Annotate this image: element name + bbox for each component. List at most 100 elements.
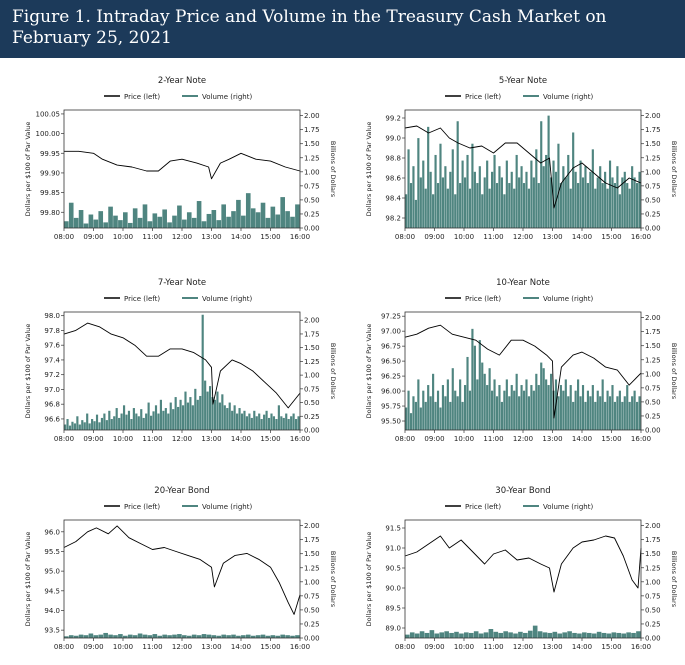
volume-bar: [287, 419, 290, 430]
volume-bar: [211, 210, 217, 228]
x-tick-label: 13:00: [201, 233, 221, 241]
volume-bar: [446, 379, 449, 430]
y2-tick-label: 2.00: [645, 112, 661, 120]
volume-bar: [93, 635, 99, 638]
volume-bar: [601, 379, 604, 430]
volume-bar: [429, 171, 432, 228]
x-tick-label: 15:00: [601, 643, 621, 651]
volume-bar: [567, 631, 572, 638]
volume-bar: [542, 368, 545, 430]
volume-bar: [71, 421, 74, 430]
volume-bar: [206, 213, 212, 228]
volume-bar: [137, 217, 143, 228]
x-tick-label: 09:00: [424, 435, 444, 443]
volume-bar: [88, 423, 91, 430]
volume-bar: [122, 405, 126, 430]
volume-bar: [132, 635, 138, 638]
volume-bar: [444, 631, 449, 638]
y2-tick-label: 1.25: [645, 356, 661, 364]
volume-bar: [530, 385, 533, 430]
volume-bar: [191, 634, 197, 638]
volume-bar: [152, 213, 158, 228]
x-tick-label: 08:00: [395, 233, 415, 241]
volume-bar: [226, 408, 229, 430]
y2-tick-label: 0.00: [645, 225, 661, 233]
y-tick-label: 96.6: [44, 415, 60, 423]
y2-tick-label: 1.00: [304, 578, 320, 586]
volume-bar: [463, 385, 467, 430]
volume-bar: [172, 634, 177, 638]
volume-bar: [557, 396, 560, 430]
x-tick-label: 12:00: [172, 233, 192, 241]
volume-bar: [572, 632, 577, 638]
volume-bar: [495, 396, 499, 430]
volume-bar: [559, 385, 562, 430]
volume-bar: [537, 183, 540, 228]
chart-title: 7-Year Note: [158, 278, 206, 288]
x-tick-label: 10:00: [113, 233, 133, 241]
y-tick-label: 98.2: [385, 215, 401, 223]
y2-tick-label: 1.00: [304, 372, 320, 380]
y-tick-label: 90.0: [385, 585, 401, 593]
x-tick-label: 11:00: [483, 233, 503, 241]
x-tick-label: 10:00: [454, 233, 474, 241]
y2-tick-label: 1.00: [645, 168, 661, 176]
volume-bar: [510, 171, 513, 228]
x-tick-label: 16:00: [631, 435, 651, 443]
volume-bar: [167, 635, 172, 638]
volume-bar: [186, 635, 192, 638]
volume-bar: [201, 634, 207, 638]
volume-bar: [98, 634, 104, 638]
volume-bar: [265, 410, 268, 430]
volume-bar: [441, 177, 445, 228]
y2-tick-label: 0.25: [645, 412, 661, 420]
volume-bar: [231, 211, 236, 228]
volume-bar: [127, 222, 133, 228]
volume-bar: [621, 177, 624, 228]
volume-bar: [103, 413, 106, 430]
x-tick-label: 16:00: [290, 643, 310, 651]
volume-bar: [439, 407, 442, 430]
legend-price-label: Price (left): [465, 295, 501, 303]
x-tick-label: 10:00: [454, 435, 474, 443]
y-tick-label: 98.4: [385, 195, 401, 203]
volume-bar: [147, 402, 150, 430]
y-tick-label: 97.0: [44, 386, 60, 394]
volume-bar: [537, 631, 543, 638]
volume-bar: [429, 396, 432, 430]
volume-bar: [454, 631, 459, 638]
volume-bar: [204, 380, 207, 430]
volume-bar: [611, 632, 617, 638]
volume-bar: [253, 410, 256, 430]
volume-bar: [436, 183, 440, 228]
y2-tick-label: 0.25: [304, 210, 320, 218]
y2-axis-label: Billions of Dollars: [670, 551, 678, 608]
volume-bar: [579, 396, 582, 430]
volume-bar: [500, 177, 503, 228]
volume-bar: [552, 631, 558, 638]
volume-bar: [201, 221, 207, 228]
price-line: [404, 125, 642, 209]
volume-bar: [483, 177, 486, 228]
volume-bar: [297, 416, 300, 430]
volume-bar: [419, 631, 425, 638]
y2-tick-label: 1.00: [645, 370, 661, 378]
volume-bar: [409, 632, 415, 638]
legend-price-label: Price (left): [124, 295, 160, 303]
volume-bar: [483, 632, 489, 638]
volume-bar: [241, 215, 246, 228]
volume-bar: [194, 388, 197, 430]
volume-bar: [412, 396, 415, 430]
plot-frame: [404, 519, 642, 639]
volume-bar: [127, 410, 131, 430]
y-tick-label: 100.05: [36, 110, 61, 118]
volume-bar: [250, 635, 256, 638]
y-tick-label: 93.5: [44, 627, 60, 635]
volume-bar: [503, 194, 506, 228]
legend-volume-label: Volume (right): [202, 503, 252, 511]
volume-bar: [564, 379, 567, 430]
y-tick-label: 98.0: [44, 312, 60, 320]
y2-tick-label: 0.25: [645, 620, 661, 628]
y-tick-label: 95.5: [44, 548, 60, 556]
y-tick-label: 97.00: [381, 328, 401, 336]
